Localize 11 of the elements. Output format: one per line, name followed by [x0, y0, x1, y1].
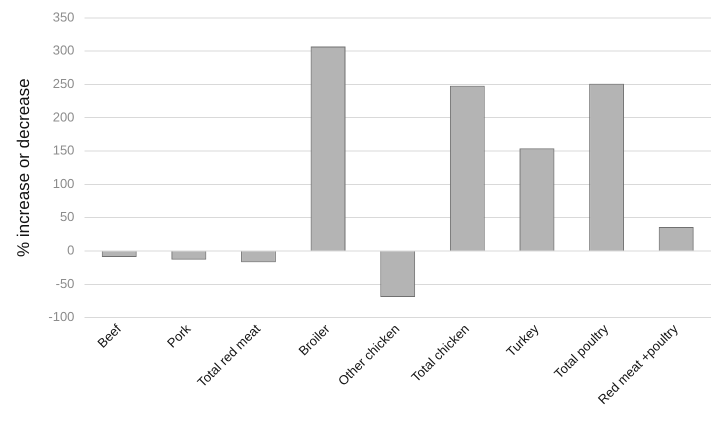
y-tick-label: 200: [52, 109, 74, 124]
y-tick-label: 300: [52, 42, 74, 58]
y-tick-label: 250: [52, 76, 74, 91]
y-tick-label: 50: [60, 209, 74, 224]
y-tick-label: 0: [67, 242, 74, 258]
y-tick-label: 150: [52, 142, 74, 158]
y-tick-label: -100: [48, 309, 74, 324]
y-tick-label: 350: [52, 9, 74, 24]
y-tick-label: -50: [56, 276, 74, 291]
y-axis-title: % increase or decrease: [14, 78, 33, 257]
y-tick-label: 100: [52, 176, 74, 191]
